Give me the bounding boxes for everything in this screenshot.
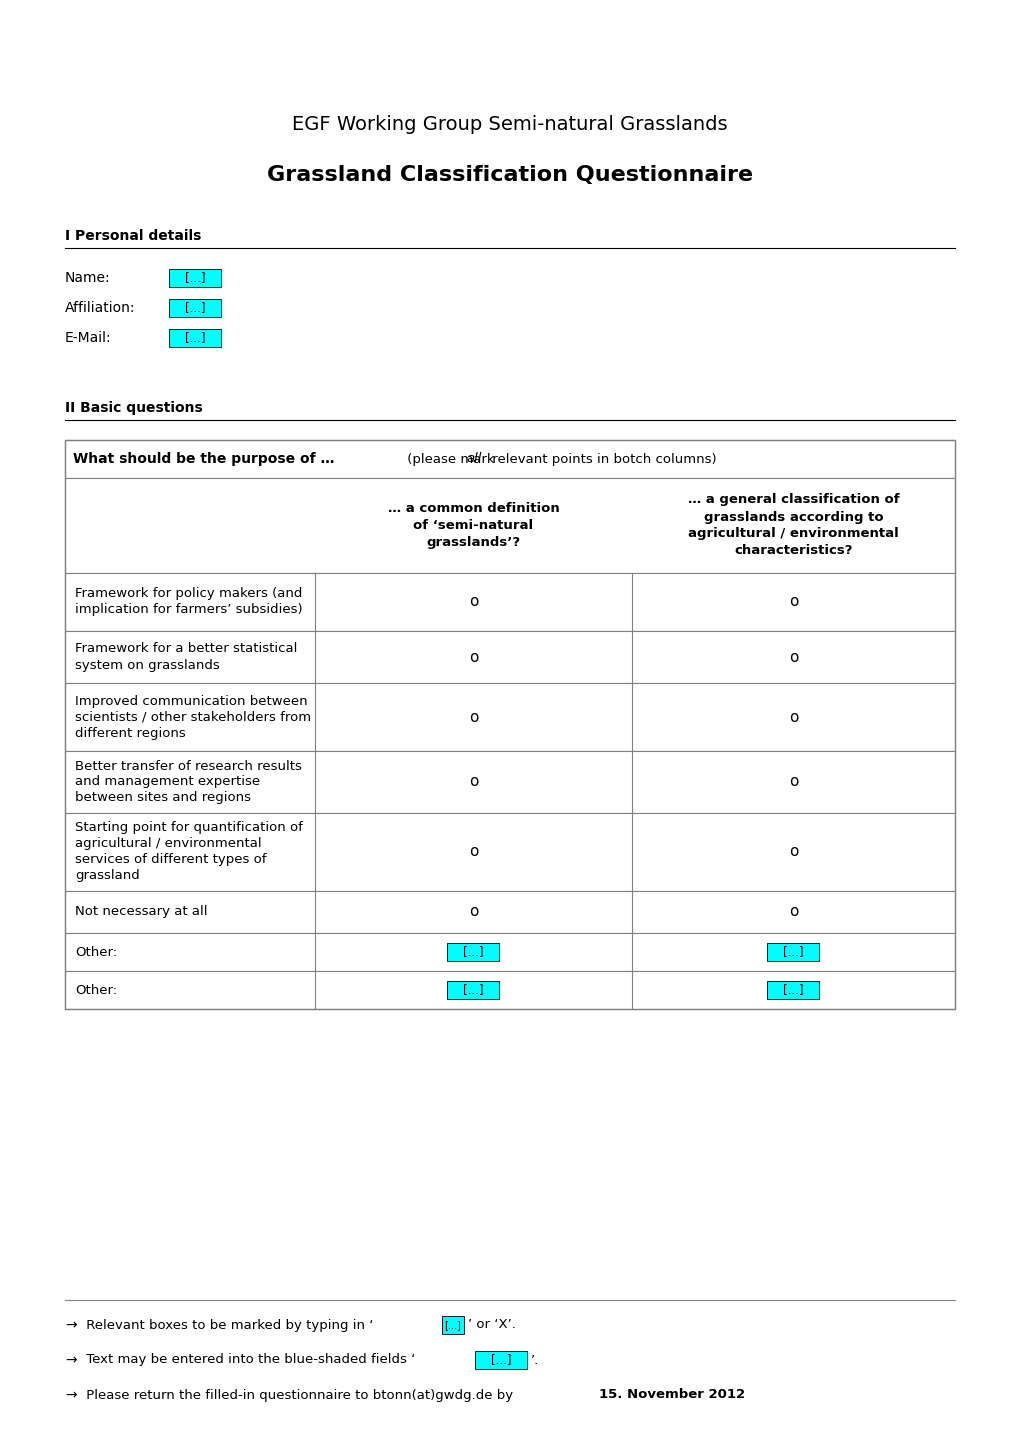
Bar [169,329,221,346]
Text: … a general classification of
grasslands according to
agricultural / environment: … a general classification of grasslands… [687,494,899,557]
Text: all: all [466,453,481,466]
Bar [65,812,954,890]
Bar [65,631,954,683]
Text: o: o [469,595,478,609]
Text: EGF Working Group Semi-natural Grasslands: EGF Working Group Semi-natural Grassland… [291,115,728,134]
Text: o: o [469,905,478,919]
Text: Relevant boxes to be marked by typing in ‘: Relevant boxes to be marked by typing in… [82,1319,373,1332]
Text: Other:: Other: [75,945,117,958]
Text: [...]: [...] [463,984,483,997]
Text: o: o [788,595,798,609]
Text: relevant points in botch columns): relevant points in botch columns) [487,453,716,466]
Text: .: . [729,1388,733,1401]
Text: o: o [469,649,478,664]
Text: [...]: [...] [184,302,205,315]
Bar [447,942,499,961]
Text: o: o [469,775,478,789]
Text: ’.: ’. [531,1354,539,1367]
Text: →: → [65,1317,76,1332]
Text: [...]: [...] [444,1320,461,1330]
Text: o: o [788,775,798,789]
Text: →: → [65,1354,76,1367]
Text: Framework for a better statistical
system on grasslands: Framework for a better statistical syste… [75,642,298,671]
Text: What should be the purpose of …: What should be the purpose of … [73,452,334,466]
Text: II Basic questions: II Basic questions [65,401,203,416]
Text: Not necessary at all: Not necessary at all [75,906,207,919]
Text: o: o [469,844,478,860]
Text: Name:: Name: [65,271,110,286]
Text: [...]: [...] [783,945,803,958]
Bar [766,942,818,961]
Text: Starting point for quantification of
agricultural / environmental
services of di: Starting point for quantification of agr… [75,821,303,883]
Text: o: o [788,710,798,724]
Bar [65,750,954,812]
Bar [447,981,499,999]
Bar [65,683,954,750]
Bar [65,440,954,1009]
Bar [766,981,818,999]
Text: Please return the filled-in questionnaire to btonn(at)gwdg.de by: Please return the filled-in questionnair… [82,1388,517,1401]
Bar [441,1316,464,1333]
Text: [...]: [...] [490,1354,511,1367]
Text: Better transfer of research results
and management expertise
between sites and r: Better transfer of research results and … [75,759,302,805]
Text: Grassland Classification Questionnaire: Grassland Classification Questionnaire [267,165,752,185]
Text: ’ or ‘X’.: ’ or ‘X’. [468,1319,516,1332]
Text: →: → [65,1388,76,1403]
Bar [169,268,221,287]
Text: o: o [469,710,478,724]
Bar [65,890,954,934]
Bar [65,478,954,573]
Bar [65,934,954,971]
Text: [...]: [...] [783,984,803,997]
Text: Framework for policy makers (and
implication for farmers’ subsidies): Framework for policy makers (and implica… [75,587,303,616]
Text: o: o [788,905,798,919]
Text: Text may be entered into the blue-shaded fields ‘: Text may be entered into the blue-shaded… [82,1354,415,1367]
Text: [...]: [...] [463,945,483,958]
Text: 15. November 2012: 15. November 2012 [598,1388,745,1401]
Text: Affiliation:: Affiliation: [65,302,136,315]
Text: o: o [788,844,798,860]
Text: o: o [788,649,798,664]
Text: (please mark: (please mark [403,453,498,466]
Bar [169,299,221,317]
Text: E-Mail:: E-Mail: [65,330,111,345]
Text: I Personal details: I Personal details [65,229,201,242]
Text: … a common definition
of ‘semi-natural
grasslands’?: … a common definition of ‘semi-natural g… [387,502,558,548]
Text: [...]: [...] [184,271,205,284]
Text: Improved communication between
scientists / other stakeholders from
different re: Improved communication between scientist… [75,694,311,739]
Text: Other:: Other: [75,984,117,997]
Bar [65,971,954,1009]
Bar [475,1351,527,1369]
Bar [65,573,954,631]
Text: [...]: [...] [184,332,205,345]
Bar [65,440,954,478]
